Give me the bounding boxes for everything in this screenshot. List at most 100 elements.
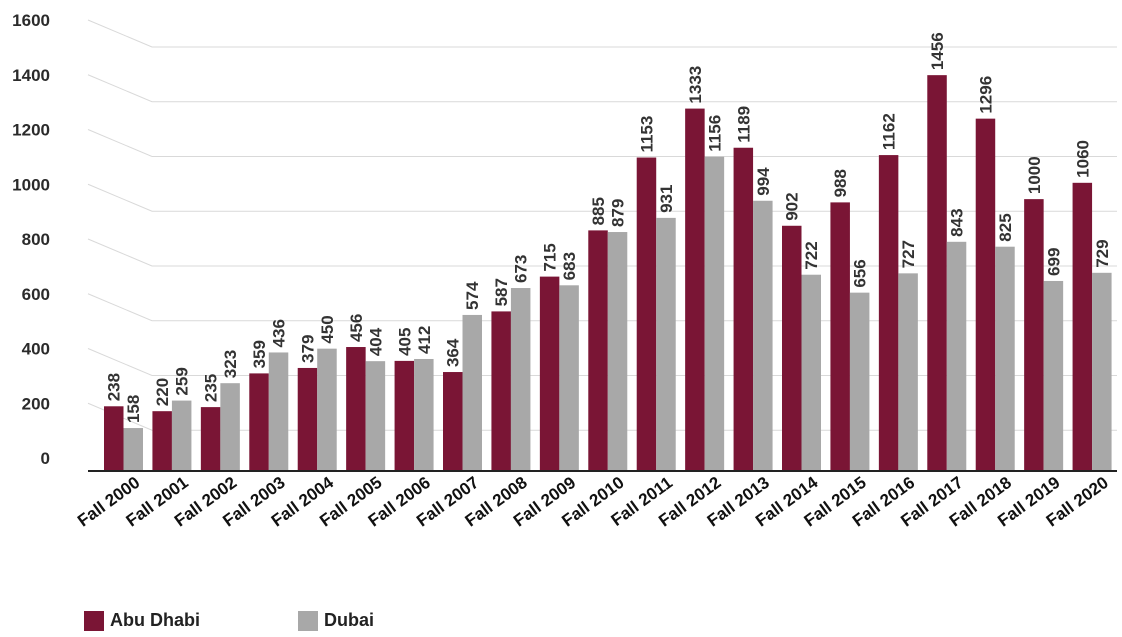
data-label: 574 [463,281,482,310]
bar-dubai [123,428,143,471]
bar-abu-dhabi [152,411,172,471]
data-label: 727 [899,240,918,268]
bar-abu-dhabi [491,311,511,471]
y-tick-label: 1200 [12,121,50,140]
bar-dubai [849,292,870,471]
data-label: 699 [1044,248,1063,276]
data-label: 412 [415,326,434,354]
bar-abu-dhabi [685,108,705,471]
bar-dubai [704,156,725,471]
y-tick-label: 1000 [12,175,50,194]
y-tick-label: 1600 [12,11,50,30]
data-label: 587 [492,278,511,306]
y-tick-label: 0 [41,449,50,468]
bar-abu-dhabi [346,347,366,471]
bar-abu-dhabi [200,407,221,471]
bar-dubai [946,241,967,471]
gridline [87,74,1117,103]
bars [104,75,1112,472]
data-label: 988 [831,169,850,197]
data-label: 323 [221,350,240,378]
bar-dubai [898,273,918,471]
bar-abu-dhabi [443,372,463,471]
legend-item-dubai: Dubai [298,610,374,631]
data-label: 1189 [734,106,753,143]
bar-dubai [607,232,628,471]
bar-abu-dhabi [782,225,802,471]
y-tick-label: 200 [22,394,50,413]
bar-dubai [656,217,676,471]
bar-abu-dhabi [297,367,318,471]
data-label: 404 [366,327,385,356]
bar-dubai [1043,280,1064,471]
y-tick-label: 1400 [12,66,50,85]
data-label: 729 [1093,239,1112,267]
data-label: 715 [541,243,560,271]
data-label: 994 [754,167,773,196]
bar-abu-dhabi [104,406,124,471]
bar-dubai [510,288,531,471]
bar-abu-dhabi [539,276,560,471]
data-label: 1296 [976,76,995,114]
data-label: 1000 [1025,156,1044,194]
data-label: 683 [560,252,579,280]
data-label: 405 [395,328,414,356]
data-label: 359 [250,340,269,368]
data-label: 722 [802,241,821,269]
bar-abu-dhabi [394,360,415,471]
data-label: 456 [347,314,366,342]
data-label: 1153 [637,116,656,153]
bar-abu-dhabi [249,373,269,471]
bar-abu-dhabi [927,75,947,472]
y-axis: 0 200 400 600 800 1000 1200 1400 1600 [12,11,50,468]
data-label: 879 [609,199,628,227]
legend-swatch-dubai [298,610,318,631]
bar-dubai [365,361,386,471]
data-label: 235 [202,374,221,402]
data-label: 379 [298,335,317,363]
legend-label-abu-dhabi: Abu Dhabi [110,610,200,630]
data-label: 158 [124,395,143,423]
data-label: 1456 [928,32,947,70]
bar-dubai [1092,272,1112,471]
gridline [87,183,1117,212]
data-label: 885 [589,197,608,225]
gridlines [87,19,1117,431]
data-label: 902 [783,192,802,220]
bar-dubai [414,358,434,471]
bar-dubai [753,200,773,471]
data-label: 673 [512,255,531,283]
bar-abu-dhabi [1072,182,1093,471]
bar-dubai [268,352,289,471]
legend: Abu Dhabi Dubai [84,610,472,631]
data-label: 220 [153,378,172,406]
bar-dubai [171,400,192,471]
legend-swatch-abu-dhabi [84,610,104,631]
data-label: 436 [270,319,289,347]
data-label: 656 [851,259,870,287]
gridline [87,19,1117,48]
data-label: 1156 [705,115,724,152]
y-tick-label: 400 [22,340,50,359]
bar-abu-dhabi [878,155,899,472]
legend-item-abu-dhabi: Abu Dhabi [84,610,200,631]
data-label: 364 [444,338,463,367]
gridline [87,129,1117,157]
data-label: 825 [996,213,1015,241]
bar-dubai [559,285,579,471]
bar-abu-dhabi [1024,199,1044,471]
data-label: 1162 [880,113,899,150]
bar-dubai [801,274,821,471]
legend-label-dubai: Dubai [324,610,375,630]
data-label: 1060 [1073,140,1092,178]
bar-abu-dhabi [588,230,608,471]
bar-dubai [995,246,1015,471]
y-tick-label: 800 [22,230,50,249]
data-label: 1333 [686,66,705,104]
bar-abu-dhabi [830,202,850,471]
bar-abu-dhabi [975,118,996,472]
bar-dubai [462,314,482,471]
